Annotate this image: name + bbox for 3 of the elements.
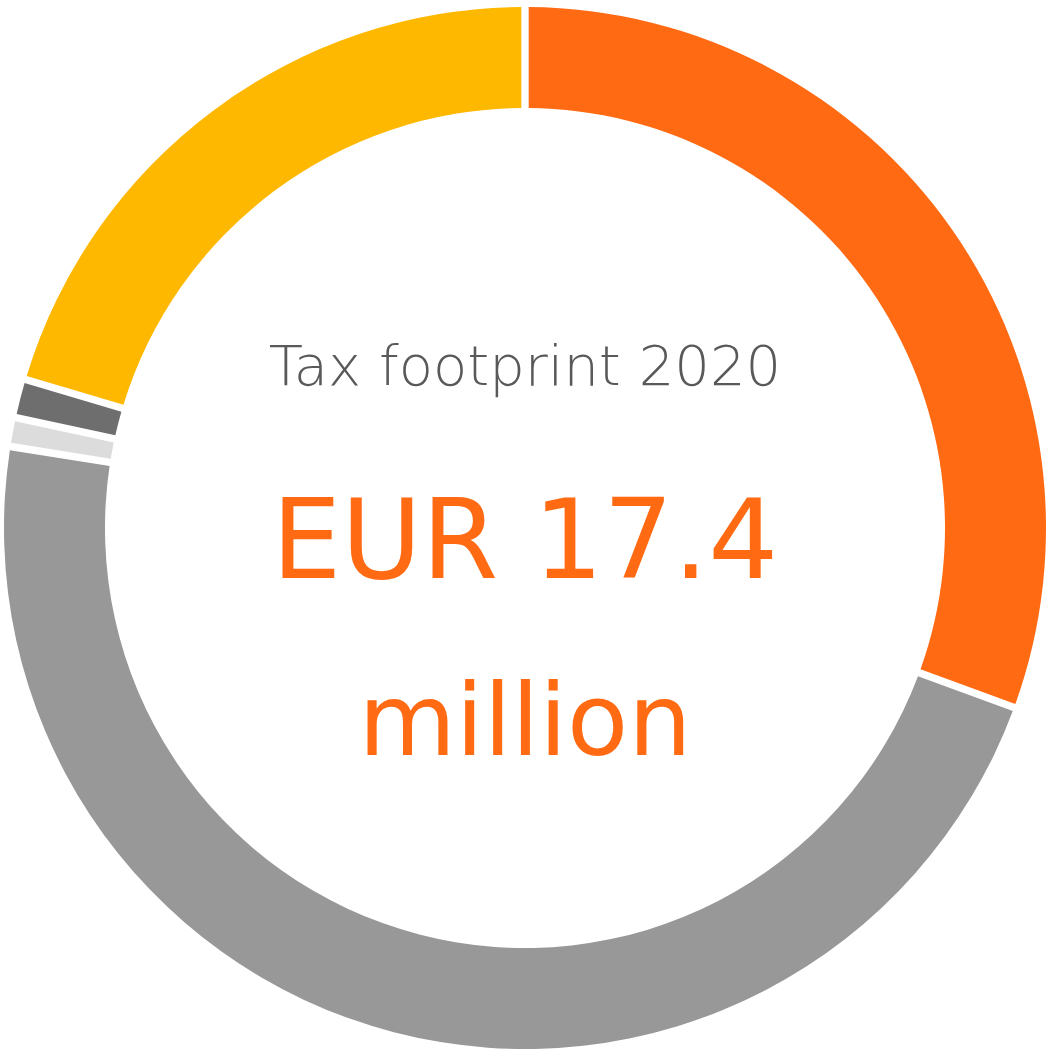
text: million [358,662,692,779]
text: EUR 17.4 [271,476,779,604]
text: Tax footprint 2020 [268,333,782,398]
